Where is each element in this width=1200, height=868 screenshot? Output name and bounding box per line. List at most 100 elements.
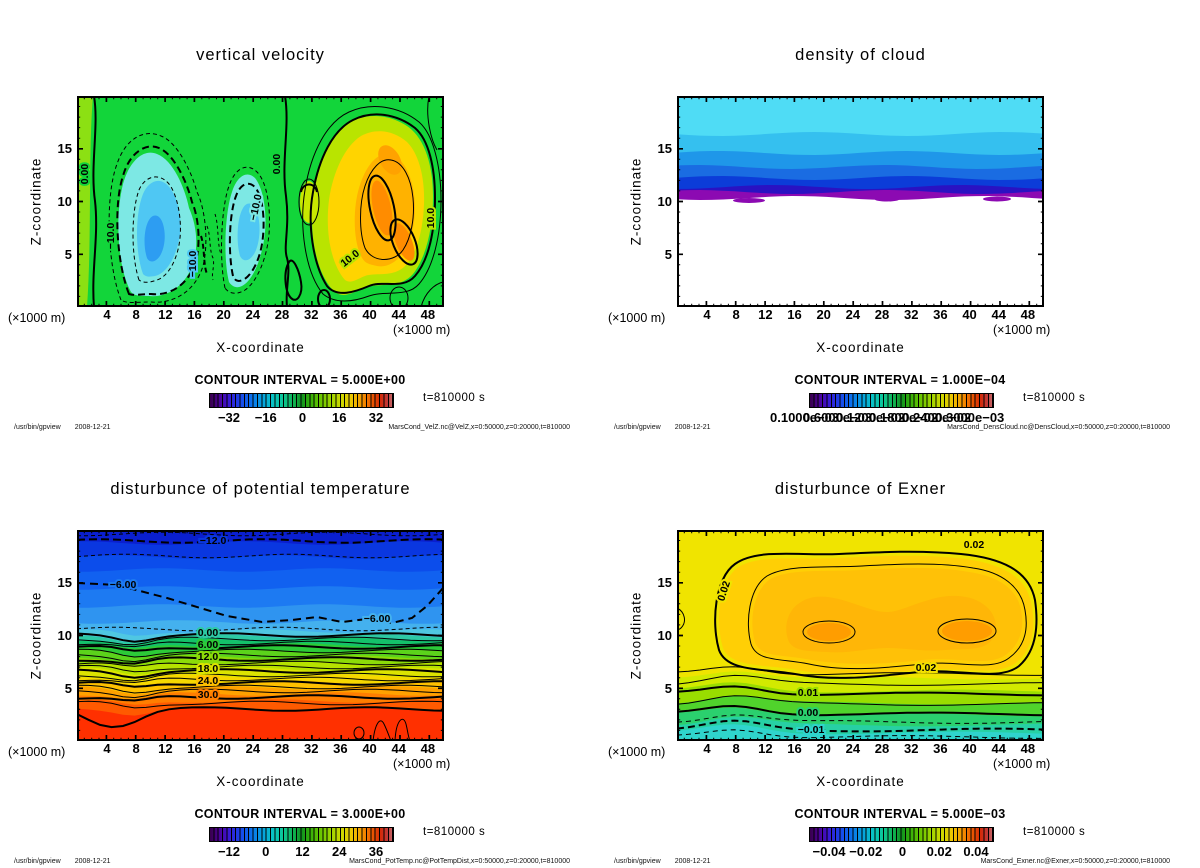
contour-interval-label: CONTOUR INTERVAL = 5.000E+00 xyxy=(194,373,406,387)
y-axis-unit: (×1000 m) xyxy=(8,311,66,325)
x-tick-label: 12 xyxy=(758,307,773,322)
contour-plot-density-of-cloud xyxy=(677,96,1044,307)
x-tick-label: 36 xyxy=(333,307,348,322)
y-tick-label: 5 xyxy=(64,681,72,696)
x-tick-label: 20 xyxy=(816,307,831,322)
y-tick-label: 10 xyxy=(657,628,672,643)
y-tick-label: 10 xyxy=(57,194,72,209)
x-tick-label: 20 xyxy=(216,307,231,322)
x-axis-label: X-coordinate xyxy=(216,340,305,355)
z-axis-label: Z-coordinate xyxy=(26,96,46,307)
y-tick-label: 5 xyxy=(64,247,72,262)
x-tick-label: 12 xyxy=(158,741,173,756)
y-axis-unit: (×1000 m) xyxy=(8,745,66,759)
colorbar-tick-labels: −0.04 −0.02 0 0.02 0.04 xyxy=(811,844,994,859)
cloud-fragments xyxy=(733,196,1011,203)
x-tick-label: 16 xyxy=(787,741,802,756)
y-tick-label: 10 xyxy=(657,194,672,209)
contour-label: −10.0 xyxy=(105,223,117,250)
y-tick-label: 15 xyxy=(657,141,672,156)
x-axis-tick-labels: 4 8 12 16 20 24 28 32 36 40 44 48 xyxy=(96,741,439,756)
plot-title: density of cloud xyxy=(795,46,926,64)
footer-date: 2008-12-21 xyxy=(674,858,711,865)
gpview-path: /usr/bin/gpview xyxy=(14,424,61,431)
x-axis-label: X-coordinate xyxy=(816,774,905,789)
footer-date: 2008-12-21 xyxy=(74,424,111,431)
x-axis-unit: (×1000 m) xyxy=(393,323,451,337)
x-tick-label: 28 xyxy=(274,307,290,322)
contour-label: 10.0 xyxy=(425,208,437,229)
colorbar-tick-label: 0 xyxy=(298,410,307,425)
colorbar-tick-label: 24 xyxy=(332,844,347,859)
footer-date: 2008-12-21 xyxy=(674,424,711,431)
colorbar xyxy=(809,827,994,842)
colorbar-tick-label: 0.3000e−03 xyxy=(935,410,1005,425)
x-tick-label: 8 xyxy=(732,307,740,322)
colorbar-tick-label: −12 xyxy=(217,844,241,859)
footer-source: MarsCond_Exner.nc@Exner,x=0:50000,z=0:20… xyxy=(980,858,1170,865)
gpview-path: /usr/bin/gpview xyxy=(614,858,661,865)
contour-label: 0.00 xyxy=(798,707,819,719)
panel-potential-temperature: disturbunce of potential temperature Z-c… xyxy=(0,434,600,868)
contour-label: −6.00 xyxy=(364,613,391,625)
x-tick-label: 8 xyxy=(132,307,140,322)
contour-label: 30.0 xyxy=(198,689,219,701)
footer-date: 2008-12-21 xyxy=(74,858,111,865)
x-tick-label: 4 xyxy=(703,307,711,322)
plot-title: disturbunce of potential temperature xyxy=(110,480,411,498)
contour-interval-label: CONTOUR INTERVAL = 3.000E+00 xyxy=(194,807,406,821)
contour-label: −10.0 xyxy=(187,251,199,278)
colorbar-tick-label: 16 xyxy=(332,410,347,425)
x-tick-label: 40 xyxy=(362,741,377,756)
gpview-path: /usr/bin/gpview xyxy=(14,858,61,865)
contour-label: 12.0 xyxy=(198,651,219,663)
colorbar-tick-label: 12 xyxy=(295,844,310,859)
colorbar-tick-label: 0.2400e−02 xyxy=(902,410,972,425)
z-axis-label: Z-coordinate xyxy=(626,96,646,307)
x-tick-label: 44 xyxy=(991,307,1006,322)
axis-major-ticks xyxy=(677,96,1044,307)
x-tick-label: 28 xyxy=(874,741,890,756)
y-tick-label: 15 xyxy=(57,141,72,156)
x-tick-label: 40 xyxy=(362,307,377,322)
x-tick-label: 40 xyxy=(962,307,977,322)
colorbar-tick-labels: −12 0 12 24 36 xyxy=(211,844,394,859)
y-axis-unit: (×1000 m) xyxy=(608,311,666,325)
x-tick-label: 4 xyxy=(103,741,111,756)
colorbar xyxy=(209,393,394,408)
time-label: t=810000 s xyxy=(1023,392,1086,404)
x-tick-label: 20 xyxy=(816,741,831,756)
contour-plot-vertical-velocity: 0.00 0.00−10.0−10.0−10.010.010.0 xyxy=(77,96,444,307)
contour-interval-label: CONTOUR INTERVAL = 1.000E−04 xyxy=(794,373,1006,387)
exner-maximum-region xyxy=(677,550,1038,679)
colorbar-tick-label: 0.1200e−02 xyxy=(836,410,906,425)
x-axis-tick-labels: 4 8 12 16 20 24 28 32 36 40 44 48 xyxy=(696,741,1039,756)
colorbar-tick-label: 0.04 xyxy=(963,844,989,859)
time-label: t=810000 s xyxy=(1023,826,1086,838)
x-tick-label: 36 xyxy=(933,307,948,322)
footer-source: MarsCond_VelZ.nc@VelZ,x=0:50000,z=0:2000… xyxy=(388,424,570,431)
x-tick-label: 40 xyxy=(962,741,977,756)
x-tick-label: 24 xyxy=(245,741,261,756)
x-axis-tick-labels: 4 8 12 16 20 24 28 32 36 40 44 48 xyxy=(96,307,439,322)
colorbar-tick-label: 0.6000e−03 xyxy=(803,410,873,425)
colorbar-tick-labels: −32 −16 0 16 32 xyxy=(211,410,394,425)
x-tick-label: 48 xyxy=(420,307,436,322)
x-tick-label: 24 xyxy=(845,741,861,756)
contour-label: 18.0 xyxy=(198,663,219,675)
colorbar xyxy=(809,393,994,408)
x-tick-label: 48 xyxy=(1020,307,1036,322)
y-tick-label: 5 xyxy=(664,247,672,262)
z-axis-label-text: Z-coordinate xyxy=(28,157,44,246)
plot-frame xyxy=(77,96,444,307)
x-tick-label: 44 xyxy=(391,307,406,322)
panel-exner: disturbunce of Exner Z-coordinate 15 10 5 … xyxy=(600,434,1200,868)
x-axis-unit: (×1000 m) xyxy=(993,757,1051,771)
plot-title: disturbunce of Exner xyxy=(774,480,947,498)
x-tick-label: 12 xyxy=(158,307,173,322)
x-tick-label: 8 xyxy=(732,741,740,756)
contour-label: 0.00 xyxy=(271,154,283,175)
x-tick-label: 20 xyxy=(216,741,231,756)
x-axis-label: X-coordinate xyxy=(216,774,305,789)
